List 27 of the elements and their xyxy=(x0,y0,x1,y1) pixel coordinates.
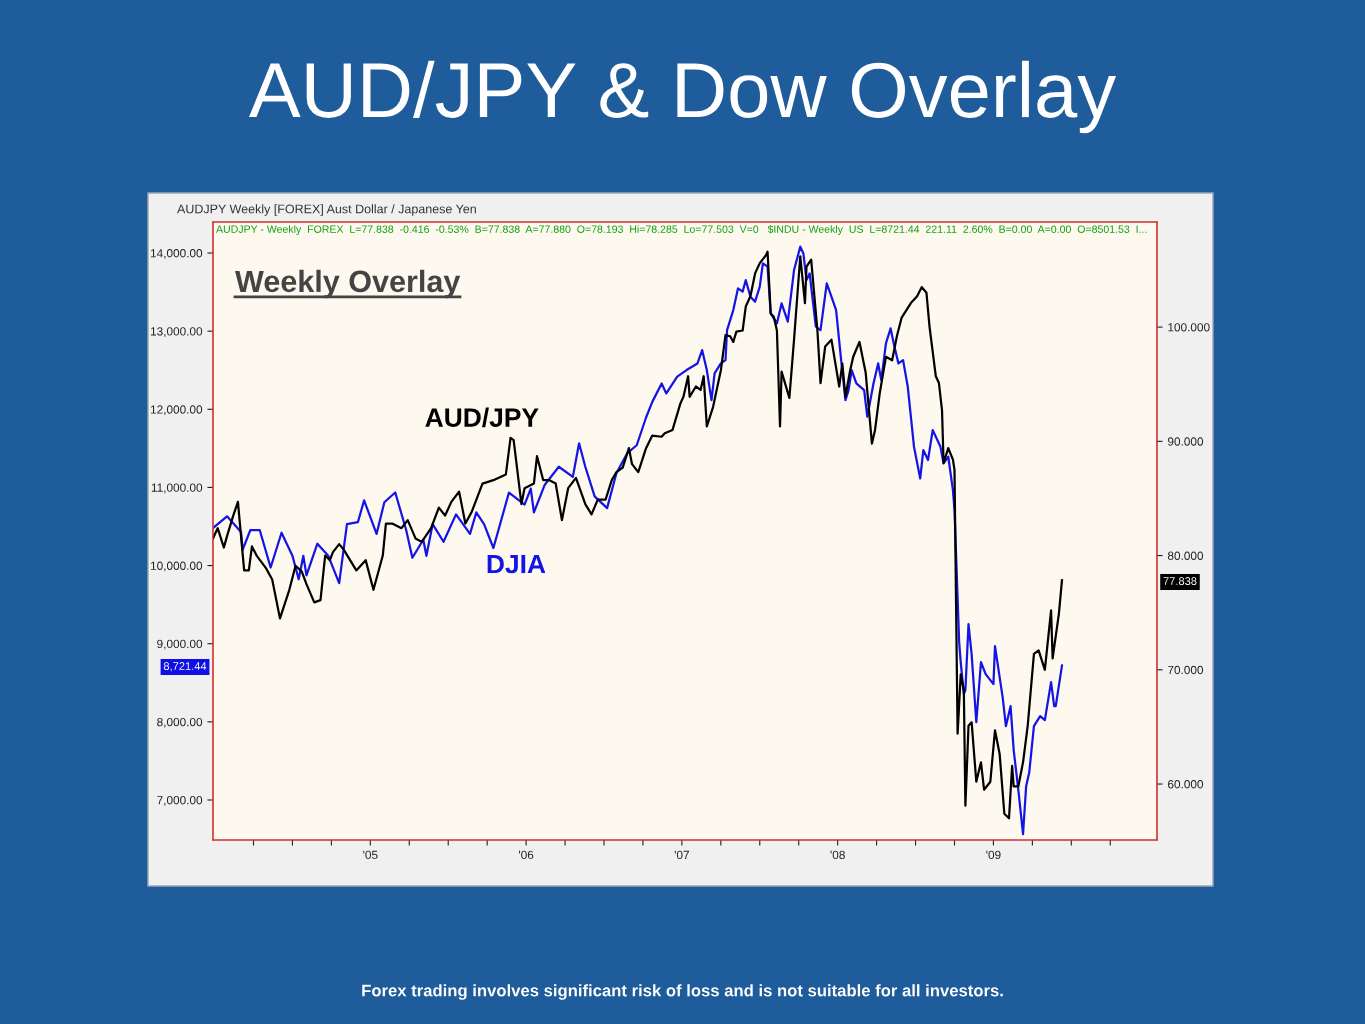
y2-tick-label: 90.000 xyxy=(1167,437,1204,446)
y-tick-label: 14,000.00 xyxy=(150,249,203,259)
chart-title: AUD/JPY & Dow Overlay xyxy=(248,60,1117,134)
series-label: AUD/JPY xyxy=(425,407,539,428)
x-tick-label: '06 xyxy=(519,850,534,860)
y-tick-label: 11,000.00 xyxy=(151,483,203,494)
x-tick-label: '08 xyxy=(830,850,845,860)
y-tick-label: 7,000.00 xyxy=(157,796,203,806)
y-tick-label: 9,000.00 xyxy=(157,639,203,650)
text: Forex trading involves significant risk of loss and is not suitable for all investors. xyxy=(362,984,1003,1000)
y-tick-label: 12,000.00 xyxy=(150,405,203,416)
y2-tick-label: 60.000 xyxy=(1168,780,1204,789)
x-tick-label: '07 xyxy=(674,850,689,860)
text: 77.838 xyxy=(1163,577,1197,585)
y2-tick-label: 70.000 xyxy=(1168,665,1204,675)
annotation: Weekly Overlay xyxy=(235,269,461,299)
text: 8,721.44 xyxy=(163,662,207,672)
x-tick-label: '05 xyxy=(363,850,378,860)
y-tick-label: 8,000.00 xyxy=(157,717,203,728)
series-label: DJIA xyxy=(487,554,546,574)
text: AUDJPY Weekly [FOREX] Aust Dollar / Japanese Yen xyxy=(177,204,476,216)
y-tick-label: 13,000.00 xyxy=(150,327,203,337)
x-tick-label: '09 xyxy=(986,850,1001,860)
y2-tick-label: 100.000 xyxy=(1168,323,1210,332)
annotation: AUDJPY - Weekly FOREX L=77.838 -0.416 -0.53% B=77.838 A=77.880 O=78.193 Hi=78.285 Lo=77.503 V=0 $INDU - Weekly US L=8721.44 221.11 2.60% B=0.00 A=0.00 O=8501.53 I... xyxy=(216,225,1147,235)
y2-tick-label: 80.000 xyxy=(1167,551,1204,560)
y-tick-label: 10,000.00 xyxy=(150,561,203,572)
